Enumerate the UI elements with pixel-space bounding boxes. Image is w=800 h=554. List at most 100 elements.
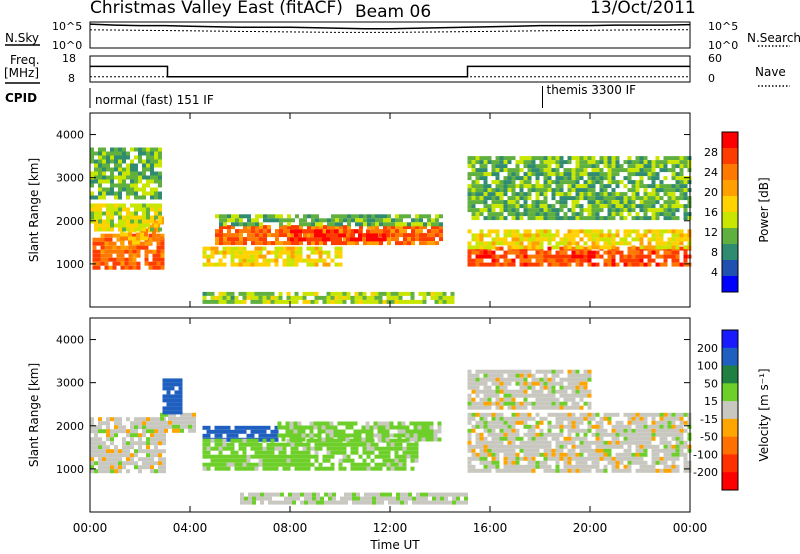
power-cell xyxy=(487,160,492,165)
velocity-cell xyxy=(471,452,476,457)
velocity-cell xyxy=(178,390,183,395)
velocity-cell xyxy=(511,420,516,425)
velocity-cell xyxy=(491,412,496,417)
velocity-cell xyxy=(583,448,588,453)
power-cell xyxy=(331,214,335,219)
power-cell xyxy=(519,184,524,189)
power-cell xyxy=(142,223,146,228)
velocity-cell xyxy=(154,453,158,458)
power-cell xyxy=(591,168,596,173)
power-cell xyxy=(487,216,492,221)
power-cell xyxy=(479,229,484,234)
power-cell xyxy=(531,216,536,221)
velocity-cell xyxy=(274,437,279,442)
velocity-cell xyxy=(328,496,332,501)
velocity-cell xyxy=(324,500,328,505)
power-colorbar-swatch xyxy=(722,276,738,293)
velocity-cell xyxy=(302,450,307,455)
power-cell xyxy=(611,176,616,181)
velocity-cell xyxy=(246,442,251,447)
freq-series xyxy=(90,65,690,78)
velocity-cell xyxy=(350,466,355,471)
power-cell xyxy=(603,241,608,246)
velocity-cell xyxy=(479,389,484,394)
velocity-cell xyxy=(507,456,512,461)
power-cell xyxy=(239,241,243,246)
power-cell xyxy=(483,216,488,221)
power-cell xyxy=(112,249,117,254)
power-cell xyxy=(535,192,540,197)
power-cell xyxy=(535,229,540,234)
power-cell xyxy=(539,250,544,255)
velocity-cell xyxy=(98,417,102,422)
velocity-cell xyxy=(270,454,275,459)
velocity-cell xyxy=(635,428,640,433)
power-cell xyxy=(491,229,496,234)
velocity-colorbar-swatch xyxy=(722,383,738,402)
velocity-cell xyxy=(366,454,371,459)
velocity-cell xyxy=(246,438,251,443)
power-cell xyxy=(142,203,146,208)
power-cell xyxy=(667,250,672,255)
velocity-cell xyxy=(240,492,244,497)
velocity-cell xyxy=(559,428,564,433)
power-cell xyxy=(591,156,596,161)
velocity-cell xyxy=(499,424,504,429)
power-cell xyxy=(202,250,207,255)
velocity-cell xyxy=(519,464,524,469)
power-cell xyxy=(547,160,552,165)
power-cell xyxy=(639,237,644,242)
velocity-cell xyxy=(543,405,548,410)
velocity-cell xyxy=(623,452,628,457)
power-cell xyxy=(222,295,227,300)
velocity-cell xyxy=(238,466,243,471)
velocity-cell xyxy=(90,417,94,422)
power-cell xyxy=(643,156,648,161)
velocity-cell xyxy=(176,416,180,421)
power-cell xyxy=(663,208,668,213)
power-cell xyxy=(395,229,399,234)
power-cell xyxy=(351,241,355,246)
velocity-cell xyxy=(491,456,496,461)
power-cell xyxy=(607,204,612,209)
velocity-cell xyxy=(467,432,472,437)
velocity-cell xyxy=(519,373,524,378)
power-cell xyxy=(487,156,492,161)
power-cell xyxy=(619,258,624,263)
nave-tick-high: 60 xyxy=(708,52,722,65)
velocity-cell xyxy=(322,454,327,459)
power-cell xyxy=(367,218,371,223)
velocity-cell xyxy=(406,446,411,451)
velocity-cell xyxy=(110,429,114,434)
velocity-cell xyxy=(515,452,520,457)
velocity-cell xyxy=(507,448,512,453)
power-cell xyxy=(571,233,576,238)
velocity-cell xyxy=(150,421,154,426)
velocity-cell xyxy=(297,437,302,442)
power-cell xyxy=(587,160,592,165)
power-cell xyxy=(471,200,476,205)
power-cell xyxy=(259,237,263,242)
velocity-cell xyxy=(559,393,564,398)
power-cell xyxy=(591,233,596,238)
power-cell xyxy=(100,233,105,238)
power-cell xyxy=(579,192,584,197)
power-cell xyxy=(378,291,383,296)
power-cell xyxy=(126,207,130,212)
power-cell xyxy=(150,163,154,168)
power-cell xyxy=(158,155,162,160)
velocity-cell xyxy=(663,416,668,421)
velocity-cell xyxy=(611,432,616,437)
velocity-cell xyxy=(495,420,500,425)
power-cell xyxy=(547,164,552,169)
power-cell xyxy=(495,164,500,169)
velocity-cell xyxy=(587,389,592,394)
power-cell xyxy=(358,237,362,242)
velocity-cell xyxy=(675,444,680,449)
velocity-cell xyxy=(487,393,492,398)
power-cell xyxy=(587,258,592,263)
power-cell xyxy=(218,258,223,263)
velocity-cell xyxy=(527,412,532,417)
power-cell xyxy=(635,212,640,217)
velocity-cell xyxy=(643,448,648,453)
